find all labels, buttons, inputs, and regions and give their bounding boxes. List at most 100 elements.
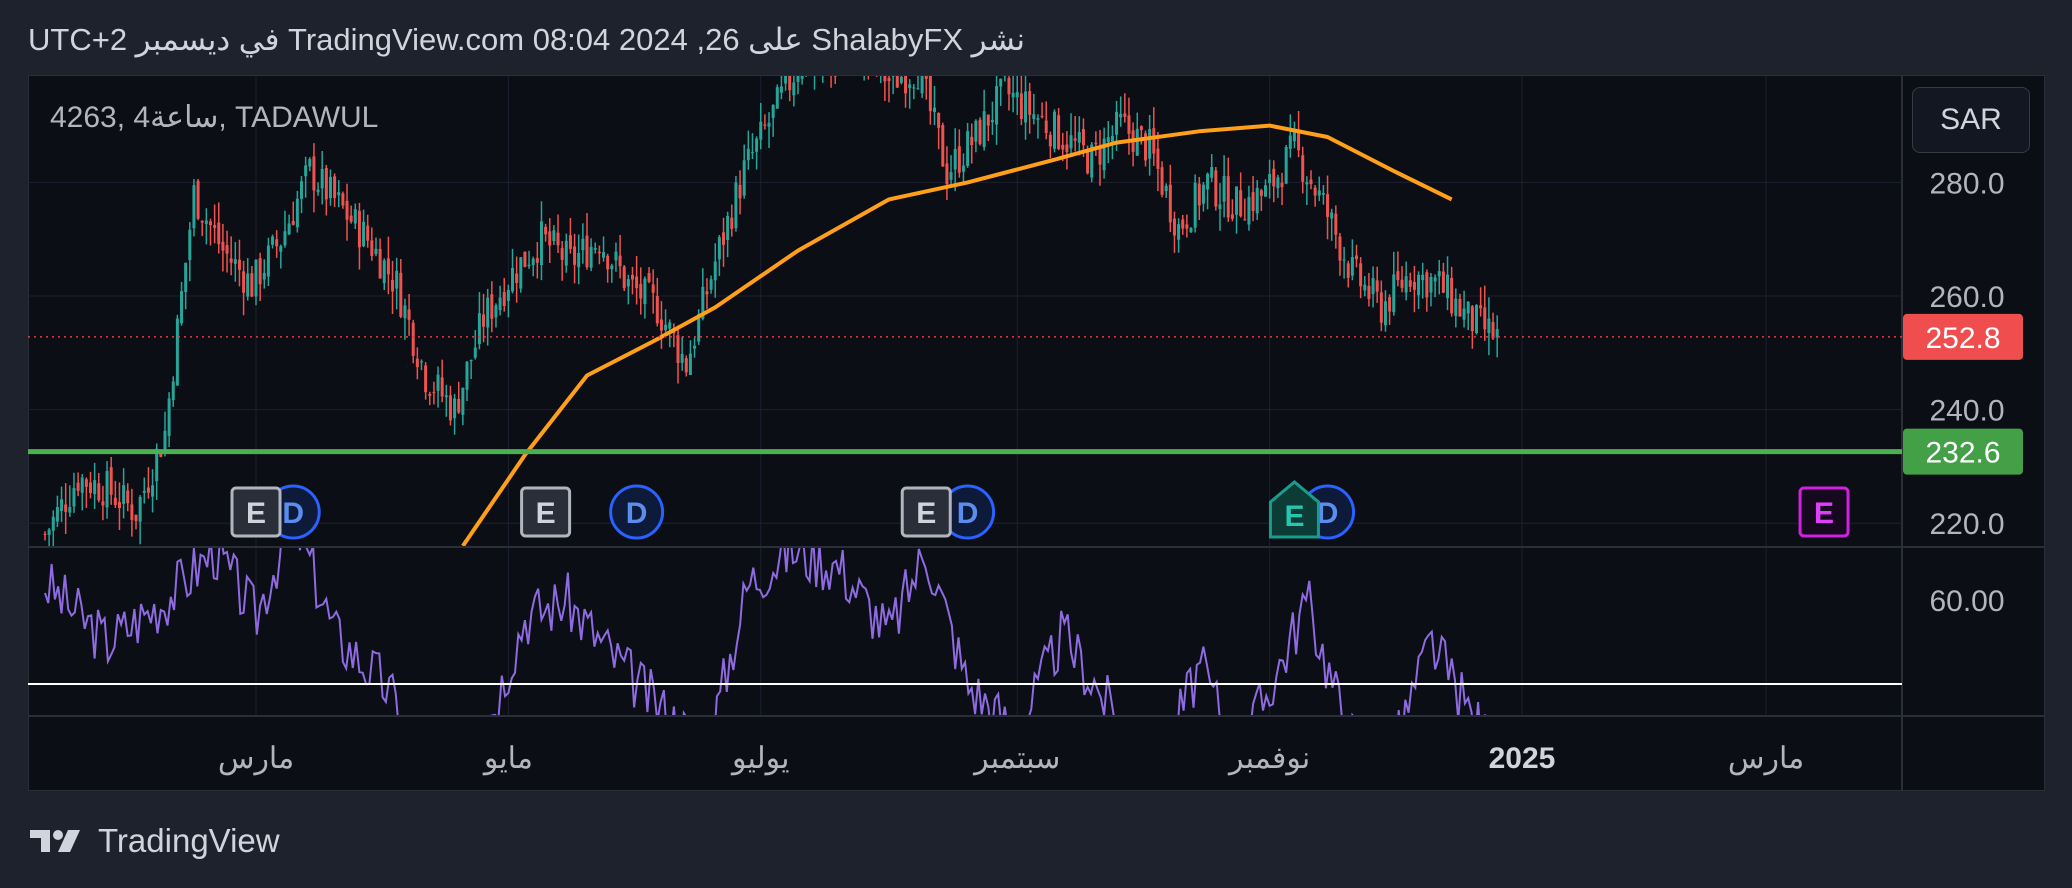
candle — [920, 76, 924, 99]
candle — [1206, 172, 1210, 210]
candle-body — [242, 271, 246, 293]
candle — [204, 208, 208, 245]
candle-body — [1189, 227, 1193, 233]
candle — [651, 269, 655, 314]
candle-body — [138, 497, 142, 522]
candle — [713, 243, 717, 298]
candle-body — [1297, 130, 1301, 151]
candle-body — [250, 273, 254, 297]
candle-body — [1491, 322, 1495, 339]
symbol-label[interactable]: 4263, 4ساعة, TADAWUL — [50, 101, 379, 134]
candle — [1123, 93, 1127, 123]
candle — [378, 238, 382, 279]
candle-body — [899, 76, 903, 83]
candle-body — [229, 258, 233, 263]
candle — [217, 202, 221, 254]
candle — [97, 473, 101, 503]
candle-body — [1164, 185, 1168, 192]
chart-frame[interactable] — [28, 75, 2045, 791]
candle — [1048, 131, 1052, 159]
candle-body — [863, 42, 866, 61]
candle — [494, 303, 498, 328]
candle-body — [1483, 307, 1487, 330]
candle — [1371, 266, 1375, 308]
candle — [258, 252, 262, 302]
candle — [1367, 272, 1371, 307]
candle — [1098, 129, 1102, 186]
current-price-tag — [1903, 313, 2023, 360]
time-tick-label: مايو — [482, 742, 533, 776]
candle — [726, 211, 730, 258]
candle — [1259, 188, 1263, 212]
dividend-marker-letter: D — [1317, 497, 1339, 530]
earnings-marker-badge — [1268, 480, 1320, 539]
candle-body — [784, 76, 788, 84]
candle-body — [105, 471, 109, 508]
candle — [1230, 199, 1234, 222]
candle-body — [1346, 263, 1350, 278]
candle — [221, 223, 225, 272]
candle-body — [279, 245, 283, 252]
candle-body — [490, 294, 494, 319]
candle-body — [130, 504, 134, 520]
candle-body — [349, 215, 353, 222]
candle — [1024, 76, 1028, 140]
candle — [308, 157, 312, 172]
candle — [966, 122, 970, 168]
candle-body — [1185, 224, 1189, 229]
candle — [68, 485, 72, 517]
candles — [43, 42, 1499, 546]
candle-body — [1276, 177, 1280, 189]
candle-body — [1367, 285, 1371, 299]
candle — [366, 214, 370, 248]
candle-body — [585, 235, 589, 268]
candle-body — [1011, 92, 1015, 98]
candle — [970, 123, 974, 164]
candle-body — [1106, 137, 1110, 143]
candle-body — [887, 77, 891, 82]
candle-body — [1230, 214, 1234, 219]
candle-body — [134, 514, 138, 522]
candle — [630, 266, 634, 295]
candle — [1363, 276, 1367, 297]
candle-body — [271, 236, 275, 245]
candle-body — [395, 270, 399, 289]
currency-button[interactable]: SAR — [1912, 87, 2030, 153]
candle-body — [904, 76, 908, 94]
candle-body — [817, 58, 820, 65]
candle-body — [312, 156, 316, 191]
candle-body — [1470, 306, 1474, 332]
candle — [904, 76, 908, 108]
candle — [577, 234, 581, 285]
candle — [184, 262, 188, 310]
footer-brand[interactable]: TradingView — [28, 822, 280, 860]
candle-body — [966, 131, 970, 167]
candle-body — [341, 193, 345, 206]
candle-body — [1052, 111, 1056, 149]
candle — [978, 117, 982, 146]
candle — [262, 259, 266, 289]
candle-body — [196, 180, 200, 219]
candle-body — [68, 507, 72, 513]
candle — [1197, 176, 1201, 220]
candle — [842, 56, 845, 66]
candle — [225, 230, 229, 273]
candle — [1069, 113, 1073, 155]
candle — [1036, 114, 1040, 139]
earnings-marker-badge — [230, 486, 282, 538]
price-tick-label: 280.0 — [1929, 167, 2004, 200]
candle-body — [701, 286, 705, 319]
candle-body — [415, 358, 419, 368]
candle — [1280, 172, 1284, 206]
candle — [867, 76, 870, 80]
candle — [1106, 121, 1110, 164]
candle — [1102, 127, 1106, 179]
tradingview-logo-icon — [30, 830, 80, 852]
candle-body — [1404, 276, 1408, 293]
candle — [1044, 101, 1048, 140]
candle — [606, 253, 610, 283]
dividend-marker-circle — [609, 484, 665, 540]
candle — [76, 472, 80, 497]
candle-body — [618, 255, 622, 267]
